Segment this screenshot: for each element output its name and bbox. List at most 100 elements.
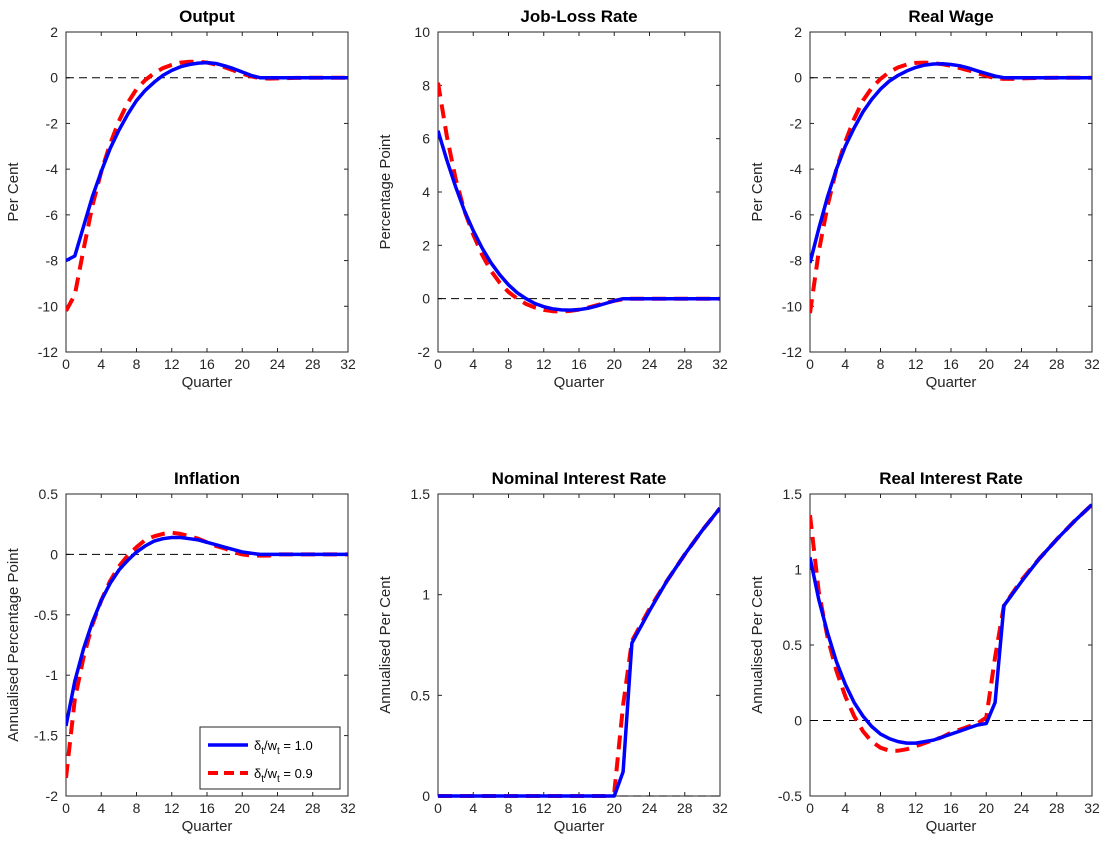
x-tick-label: 8 (505, 800, 513, 816)
series-line-blue-solid (66, 60, 348, 263)
panel-4: 0 4 8 12 16 20 24 28 32 -2 -1.5 -1 -0.5 0 0.5 Inflation… (5, 469, 356, 835)
x-axis-label: Quarter (182, 374, 233, 391)
x-tick-label: 24 (1014, 356, 1030, 372)
x-tick-label: 28 (305, 356, 321, 372)
plot-area (437, 31, 721, 353)
x-tick-label: 16 (199, 356, 215, 372)
x-tick-label: 12 (908, 800, 924, 816)
x-tick-label: 8 (133, 356, 141, 372)
y-tick-label: 2 (794, 24, 802, 40)
y-tick-label: 0 (794, 70, 802, 86)
y-tick-label: 0 (422, 788, 430, 804)
y-tick-label: 10 (414, 24, 430, 40)
x-axis-label: Quarter (926, 818, 977, 835)
panel-5: 0 4 8 12 16 20 24 28 32 0 0.5 1 1.5 Nominal Interest … (377, 469, 728, 835)
y-tick-label: -2 (418, 344, 431, 360)
x-tick-label: 32 (712, 356, 728, 372)
panel-1: 0 4 8 12 16 20 24 28 32 -12 -10 -8 -6 -4 -2 0 2 Output Qua… (5, 7, 356, 391)
y-tick-label: 4 (422, 184, 430, 200)
panel-title: Real Interest Rate (879, 469, 1023, 488)
y-tick-label: -4 (46, 161, 59, 177)
x-tick-label: 28 (1049, 800, 1065, 816)
y-tick-label: 0.5 (411, 687, 431, 703)
panel-title: Nominal Interest Rate (492, 469, 667, 488)
y-axis-label: Annualised Per Cent (377, 575, 394, 713)
y-tick-label: 1 (794, 562, 802, 578)
x-tick-label: 32 (340, 800, 356, 816)
x-tick-label: 4 (841, 356, 849, 372)
legend-label: δt/wt = 1.0 (254, 738, 313, 757)
y-tick-label: -12 (38, 344, 58, 360)
x-axis-label: Quarter (554, 818, 605, 835)
x-tick-label: 16 (199, 800, 215, 816)
x-tick-label: 16 (943, 800, 959, 816)
series-line-blue-solid (66, 535, 348, 727)
x-tick-label: 8 (133, 800, 141, 816)
x-tick-label: 24 (270, 800, 286, 816)
x-tick-label: 12 (908, 356, 924, 372)
legend-label: δt/wt = 0.9 (254, 766, 313, 785)
y-axis-label: Annualised Percentage Point (5, 547, 22, 741)
x-tick-label: 28 (677, 356, 693, 372)
x-tick-label: 0 (434, 800, 442, 816)
x-tick-label: 20 (606, 800, 622, 816)
panel-title: Job-Loss Rate (520, 7, 637, 26)
y-tick-label: 0 (794, 713, 802, 729)
plot-area (437, 493, 721, 797)
x-axis-label: Quarter (182, 818, 233, 835)
y-tick-label: -10 (38, 298, 58, 314)
x-tick-label: 20 (978, 356, 994, 372)
y-tick-label: -4 (790, 161, 803, 177)
x-tick-label: 32 (1084, 356, 1100, 372)
y-tick-label: -1 (46, 667, 59, 683)
x-tick-label: 32 (340, 356, 356, 372)
x-tick-label: 24 (642, 800, 658, 816)
x-tick-label: 4 (469, 356, 477, 372)
x-tick-label: 20 (978, 800, 994, 816)
x-tick-label: 0 (62, 800, 70, 816)
y-tick-label: -12 (782, 344, 802, 360)
x-axis-label: Quarter (554, 374, 605, 391)
x-tick-label: 4 (97, 356, 105, 372)
y-tick-label: -6 (46, 207, 59, 223)
y-tick-label: 6 (422, 131, 430, 147)
x-tick-label: 32 (1084, 800, 1100, 816)
x-tick-label: 12 (536, 356, 552, 372)
x-tick-label: 0 (806, 800, 814, 816)
y-tick-label: -2 (46, 788, 59, 804)
panel-title: Inflation (174, 469, 240, 488)
y-axis-label: Per Cent (749, 162, 766, 222)
y-tick-label: 0 (50, 546, 58, 562)
plot-area (65, 31, 349, 353)
y-tick-label: 2 (422, 237, 430, 253)
y-tick-label: 1.5 (411, 486, 431, 502)
x-tick-label: 16 (571, 800, 587, 816)
y-tick-label: -0.5 (34, 607, 58, 623)
plot-area (809, 31, 1093, 353)
y-tick-label: -2 (46, 115, 59, 131)
y-tick-label: 8 (422, 77, 430, 93)
x-tick-label: 20 (234, 800, 250, 816)
x-tick-label: 24 (642, 356, 658, 372)
legend-box (199, 726, 341, 790)
y-tick-label: 0.5 (39, 486, 59, 502)
x-tick-label: 0 (62, 356, 70, 372)
y-tick-label: 0 (50, 70, 58, 86)
y-tick-label: 0.5 (783, 637, 803, 653)
y-axis-label: Annualised Per Cent (749, 575, 766, 713)
x-tick-label: 24 (270, 356, 286, 372)
x-tick-label: 8 (877, 800, 885, 816)
x-tick-label: 8 (877, 356, 885, 372)
series-line-blue-solid (438, 507, 720, 798)
x-tick-label: 28 (305, 800, 321, 816)
y-tick-label: 1 (422, 587, 430, 603)
y-axis-label: Per Cent (5, 162, 22, 222)
panel-title: Real Wage (908, 7, 993, 26)
panel-3: 0 4 8 12 16 20 24 28 32 -12 -10 -8 -6 -4 -2 0 2 Real Wage… (749, 7, 1100, 391)
x-tick-label: 12 (536, 800, 552, 816)
y-tick-label: -6 (790, 207, 803, 223)
x-tick-label: 24 (1014, 800, 1030, 816)
x-tick-label: 16 (943, 356, 959, 372)
